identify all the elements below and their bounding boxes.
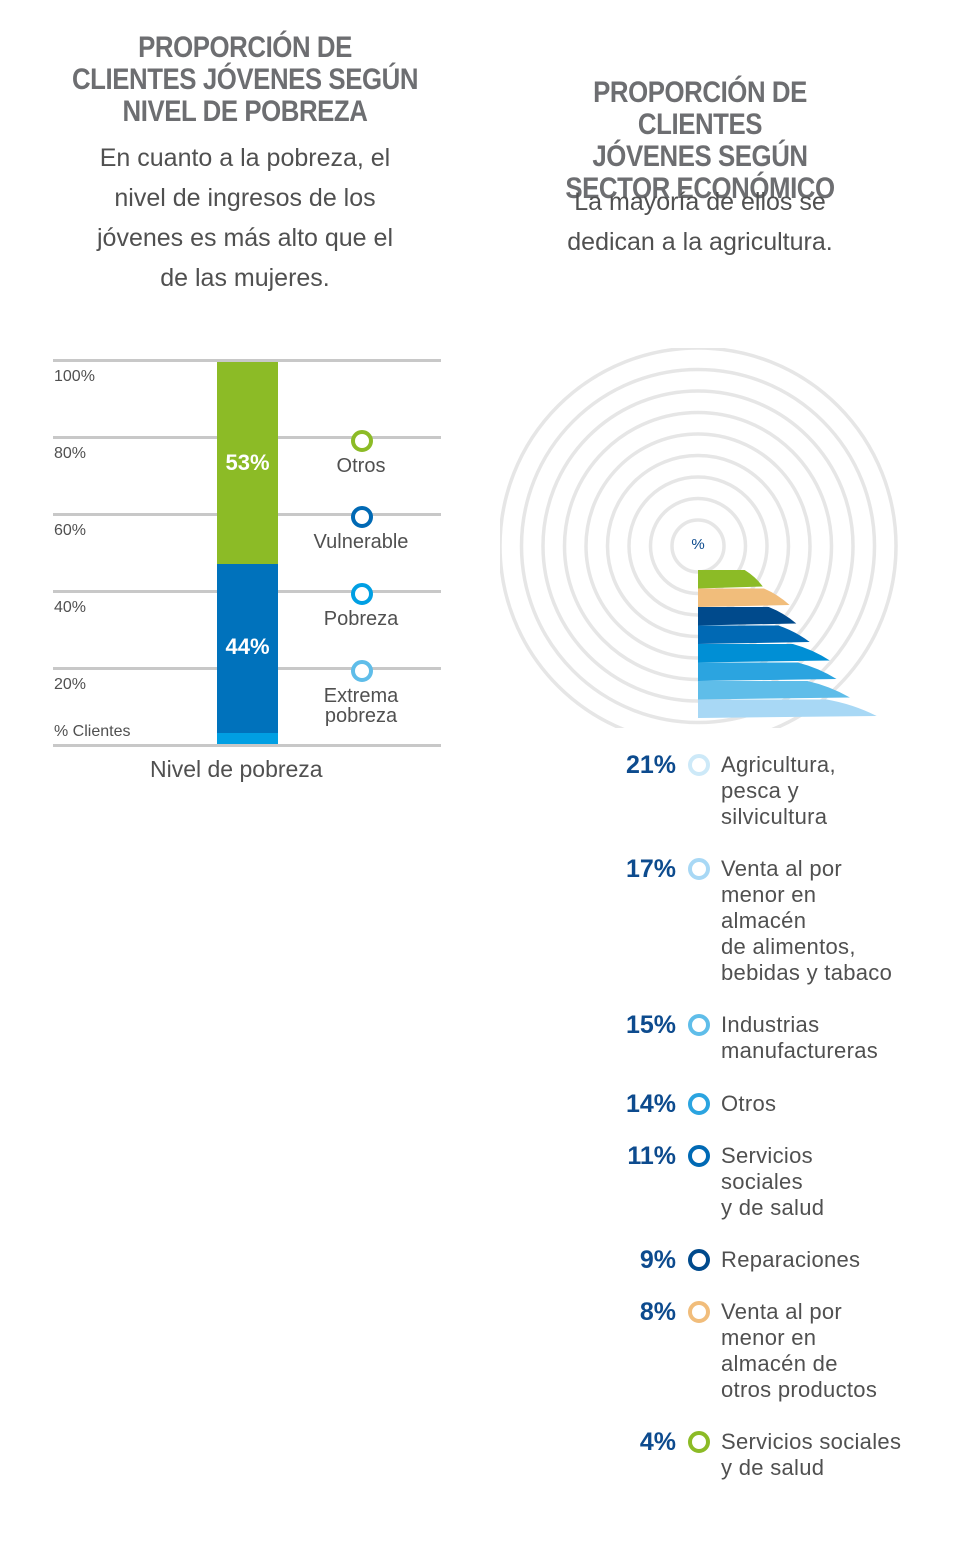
y-tick-label: 80% [54,445,87,462]
y-tick-label: 20% [54,676,87,693]
sector-legend-item: 14% Otros [600,1091,940,1221]
sector-name: Reparaciones [721,1247,861,1272]
legend-ring-icon [351,506,373,528]
y-axis-label: % Clientes [54,723,131,740]
sector-ring-icon [688,1014,710,1036]
radial-center-label: % [691,536,704,553]
sector-ring-icon [688,1093,710,1115]
sector-legend-item: 17% Venta al por menor en almacén de alim… [600,856,940,986]
sector-name: Industrias manufactureras [721,1012,879,1063]
bar-segment-label: 44% [225,634,270,660]
sector-legend-item: 8% Venta al por menor en almacén de otros… [600,1299,940,1429]
sector-name: Venta al por menor en almacén de otros p… [721,1299,878,1402]
legend-ring-icon [351,430,373,452]
sector-ring-icon [688,1301,710,1323]
sector-percent: 8% [639,1298,676,1326]
left-chart-subtitle: En cuanto a la pobreza, el nivel de ingr… [96,144,393,292]
radial-slice [698,625,810,644]
sector-percent: 14% [625,1090,676,1118]
sector-name: Venta al por menor en almacén de aliment… [721,856,893,985]
sector-ring-icon [688,1145,710,1167]
sector-name: Agricultura, pesca y silvicultura [721,752,836,829]
left-chart-title: PROPORCIÓN DE CLIENTES JÓVENES SEGÚN NIV… [71,31,419,128]
right-chart-subtitle: La mayoría de ellos se dedican a la agri… [567,188,833,256]
bar-segment: 44% [217,564,278,733]
sector-legend-item: 15% Industrias manufactureras [600,1012,940,1142]
radial-slice [698,570,763,589]
sector-percent: 17% [625,855,676,883]
y-tick-label: 40% [54,599,87,616]
legend-ring-icon [351,660,373,682]
radial-slice [698,699,877,718]
legend-label: Extrema pobreza [323,685,399,727]
sector-legend-item: 11% Servicios sociales y de salud [600,1143,940,1273]
bar-segment-label: 53% [225,450,270,476]
radial-slice [698,662,837,681]
sector-ring-icon [688,1431,710,1453]
sector-percent: 15% [625,1011,676,1039]
sector-ring-icon [688,754,710,776]
bar-stack: 44% 53% [217,362,278,744]
x-axis-label: Nivel de pobreza [150,756,323,782]
sector-percent: 4% [639,1428,676,1456]
radial-slice [698,681,850,700]
sector-ring-icon [688,1249,710,1271]
sector-name: Servicios sociales y de salud [721,1143,825,1220]
sector-legend-item: 21% Agricultura, pesca y silvicultura [600,752,940,882]
y-tick-label: 60% [54,522,87,539]
sector-radial-chart: % [498,346,900,746]
radial-chart-svg: % [498,346,898,746]
sector-percent: 11% [627,1142,676,1170]
legend-label: Pobreza [323,608,399,630]
grid-line [53,744,441,747]
background-ring [519,367,877,725]
sector-name: Otros [721,1091,777,1116]
radial-slice [698,588,790,607]
y-tick-label: 100% [54,368,95,385]
legend-ring-icon [351,583,373,605]
sector-legend-item: 9% Reparaciones [600,1247,940,1377]
bar-segment: 53% [217,362,278,565]
sector-legend-item: 4% Servicios sociales y de salud [600,1429,940,1559]
legend-label: Otros [336,455,386,477]
sector-name: Servicios sociales y de salud [721,1429,902,1480]
radial-slice [698,607,797,626]
sector-ring-icon [688,858,710,880]
sector-percent: 9% [639,1246,676,1274]
grid-line [53,359,441,362]
radial-slice [698,644,830,663]
legend-label: Vulnerable [313,531,409,553]
poverty-bar-chart: 100% 80% 60% 40% 20% % Clientes 44% 53% Otros… [0,0,480,800]
right-chart-title: PROPORCIÓN DE CLIENTES JÓVENES SEGÚN SEC… [565,76,835,205]
bar-segment [217,732,278,744]
sector-percent: 21% [625,751,676,779]
